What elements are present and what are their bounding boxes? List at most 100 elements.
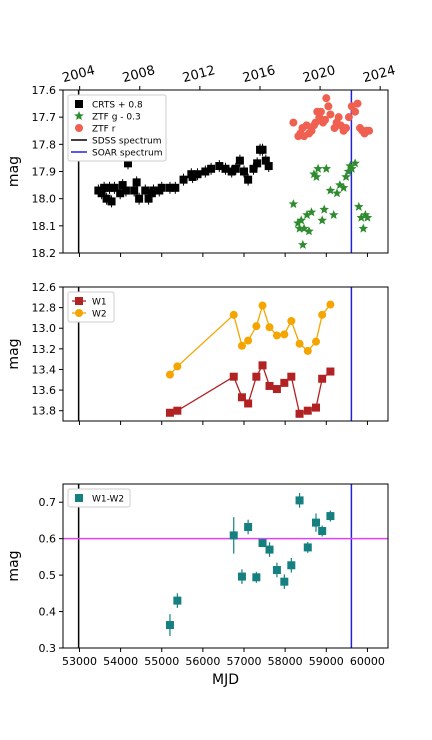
plot-area-wise [77,287,353,421]
data-point [345,161,355,171]
data-point [253,159,262,168]
y-axis-label: mag [6,338,22,369]
data-point [207,164,216,173]
y-tick-label: 13.6 [32,384,57,397]
legend-entry: W1-W2 [75,494,124,505]
x-tick-label: 57000 [227,655,262,668]
data-point [258,301,267,310]
legend-box [67,291,115,323]
data-point [252,573,261,582]
data-point [318,374,327,383]
legend-label: W1-W2 [92,495,124,505]
data-point [313,163,323,173]
data-point [229,531,238,540]
legend-entry: W1 [72,297,107,308]
plot-area-color [63,484,388,648]
data-point [326,300,335,309]
data-point [258,539,267,548]
data-point [342,124,351,133]
x-axis-label: MJD [212,672,239,688]
data-point [302,209,312,220]
data-point [358,223,369,233]
y-tick-label: 13.8 [32,405,57,418]
data-point [124,159,132,168]
data-point [321,115,330,124]
data-point [258,361,267,370]
data-point [303,346,312,355]
data-point [328,209,339,220]
data-point [237,393,246,402]
data-point [149,186,158,195]
legend: W1-W2 [67,488,131,508]
data-point [321,163,332,173]
legend-entry: SDSS spectrum [71,137,162,147]
x-tick-label: 54000 [103,655,138,668]
legend-marker [75,100,83,108]
data-point [173,406,182,415]
top-tick-label: 2024 [361,63,397,86]
x-tick-label: 60000 [350,655,385,668]
y-tick-label: 17.8 [32,138,57,151]
data-point [144,194,153,203]
data-point [229,372,238,381]
data-point [231,164,240,173]
data-point [318,527,327,536]
data-point [272,385,281,394]
data-point [118,181,127,190]
data-point [188,172,197,181]
data-point [353,99,362,108]
data-point [335,180,345,190]
data-point [309,169,319,179]
legend-box [67,488,131,508]
data-point [252,372,261,381]
data-point [272,566,281,575]
data-point [165,370,174,379]
legend-label: W1 [92,298,107,308]
series-1 [288,158,373,249]
data-point [341,171,351,181]
data-point [215,162,224,171]
data-point [312,403,321,412]
top-tick-label: 2008 [121,63,157,86]
data-point [332,188,342,198]
axes-frame [62,483,389,649]
y-tick-label: 0.3 [39,642,57,655]
data-point [287,372,296,381]
data-point [244,175,253,184]
series-0 [165,493,335,636]
x-tick-label: 59000 [309,655,344,668]
data-point [316,107,325,116]
legend-label: W2 [92,310,107,320]
data-point [326,110,335,119]
data-point [193,170,202,179]
top-tick-label: 2012 [181,63,217,86]
data-point [343,166,354,176]
data-point [322,94,331,103]
data-point [179,175,188,184]
series-line [169,303,331,376]
data-point [298,239,308,249]
data-point [326,367,335,376]
axes-frame [62,286,389,422]
data-point [221,164,230,173]
data-point [294,223,305,233]
x-tick-label: 56000 [185,655,220,668]
data-point [287,317,296,326]
data-point [244,336,253,345]
data-point [306,207,317,217]
data-point [299,223,309,233]
legend-box [67,94,167,162]
legend-marker [75,124,83,132]
legend-marker [75,309,83,317]
data-point [354,201,364,211]
data-point [201,167,210,176]
top-tick-label: 2004 [61,63,97,86]
legend-label: SDSS spectrum [92,137,162,147]
data-point [347,163,357,173]
data-point [326,512,335,521]
data-point [356,212,367,222]
data-point [173,596,182,605]
y-tick-label: 13.2 [32,343,57,356]
top-tick-label: 2020 [301,63,337,86]
data-point [295,339,304,348]
